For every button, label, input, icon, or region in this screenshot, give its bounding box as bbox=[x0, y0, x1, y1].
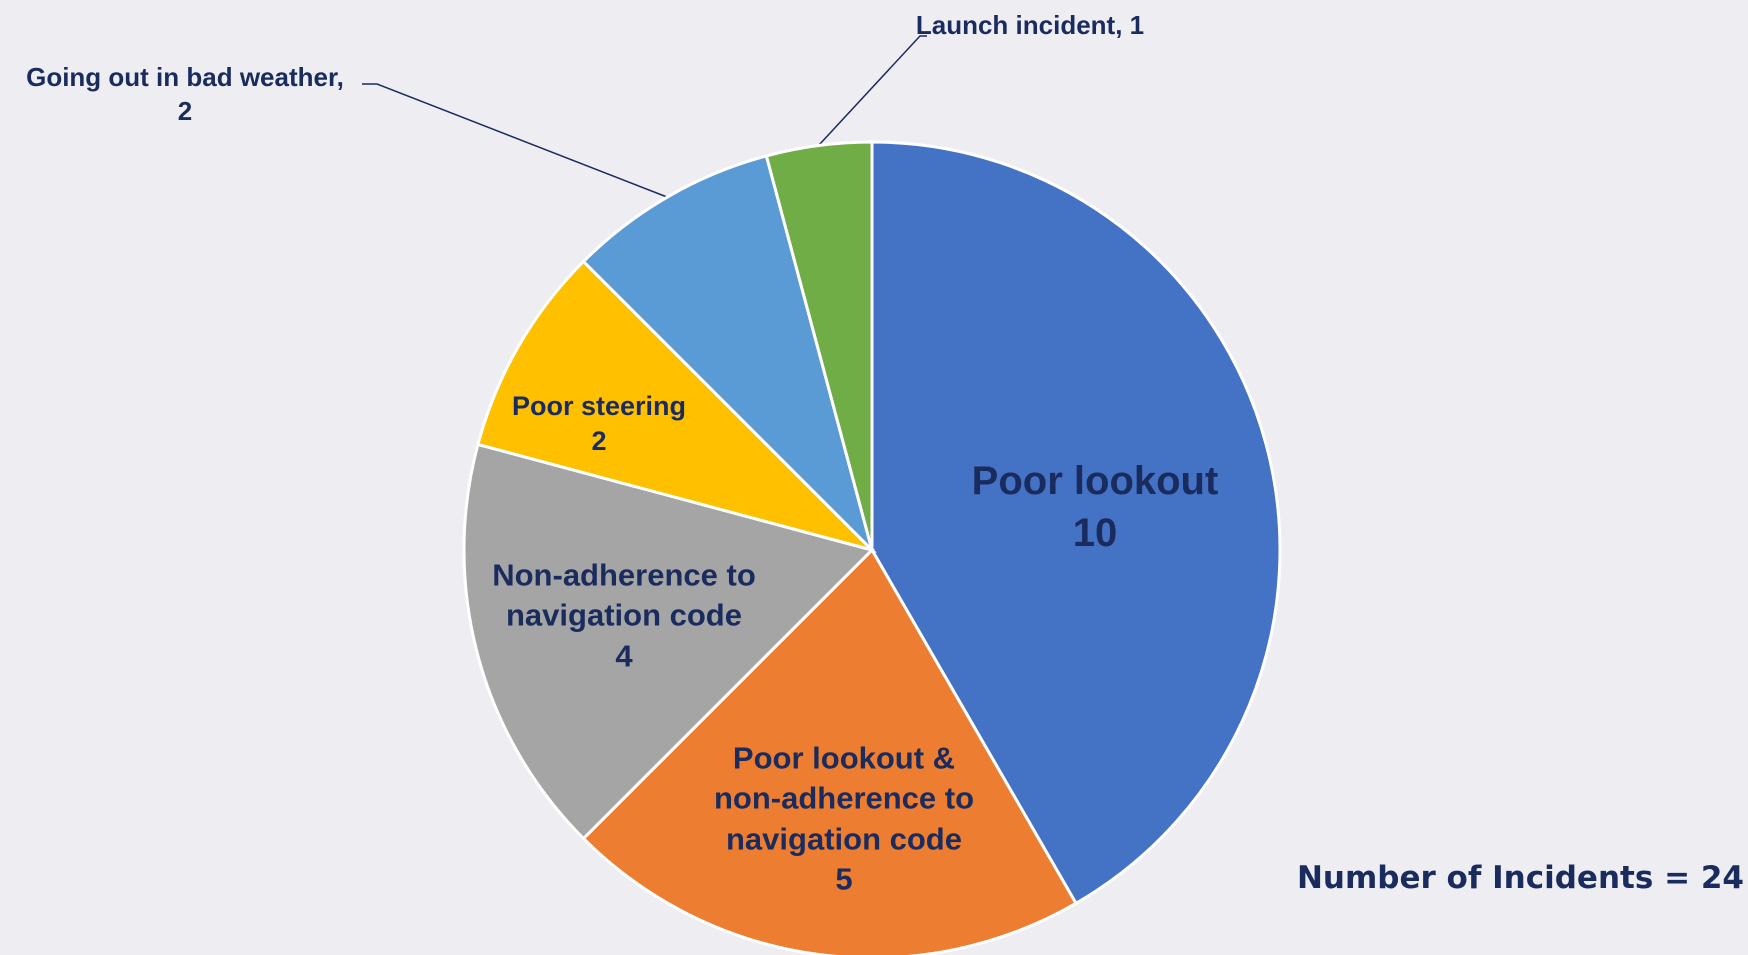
label-value: 2 bbox=[591, 426, 607, 456]
label-category: Non-adherence to navigation code bbox=[492, 557, 756, 633]
data-label: Poor steering 2 bbox=[449, 389, 749, 459]
leader-line bbox=[362, 83, 668, 198]
label-category: Poor steering bbox=[511, 390, 687, 421]
label-value: 2 bbox=[177, 96, 193, 126]
annotation: Number of Incidents = 24 bbox=[1296, 860, 1744, 896]
label-category: Going out in bad weather, bbox=[26, 62, 344, 93]
pie-slice bbox=[476, 259, 878, 553]
label-category: Poor lookout bbox=[971, 459, 1219, 503]
label-value: 10 bbox=[1072, 511, 1118, 555]
pie-slice bbox=[764, 140, 874, 551]
leader-line bbox=[818, 35, 927, 146]
label-value: 1 bbox=[1129, 10, 1145, 40]
label-category: Poor lookout & non-adherence to navigati… bbox=[713, 740, 975, 856]
data-label: Poor lookout 10 bbox=[895, 455, 1295, 559]
label-value: 4 bbox=[615, 638, 633, 674]
pie-slice bbox=[462, 442, 875, 841]
data-label: Going out in bad weather, 2 bbox=[0, 61, 395, 129]
pie-slice bbox=[581, 154, 875, 556]
data-label: Poor lookout & non-adherence to navigati… bbox=[702, 738, 987, 899]
label-value: 5 bbox=[835, 861, 853, 897]
label-category: Launch incident, bbox=[915, 10, 1123, 40]
data-label: Launch incident, 1 bbox=[830, 12, 1230, 38]
pie-slice bbox=[870, 140, 1282, 906]
data-label: Non-adherence to navigation code 4 bbox=[482, 556, 767, 677]
